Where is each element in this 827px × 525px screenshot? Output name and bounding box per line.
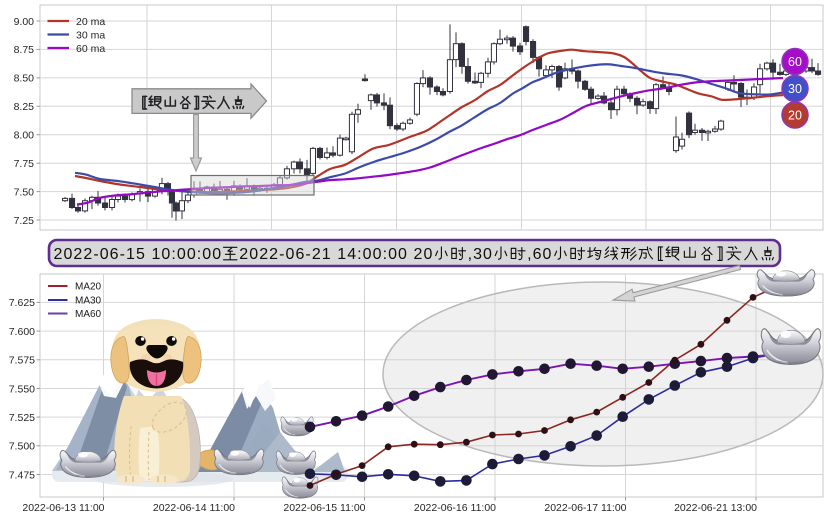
- svg-text:7.500: 7.500: [9, 441, 35, 453]
- svg-text:8.25: 8.25: [14, 101, 35, 113]
- svg-text:60 ma: 60 ma: [76, 43, 105, 55]
- svg-text:30 ma: 30 ma: [76, 29, 105, 41]
- svg-text:30: 30: [788, 82, 802, 96]
- svg-text:7.25: 7.25: [14, 215, 35, 227]
- svg-text:20: 20: [788, 109, 802, 123]
- svg-text:8.75: 8.75: [14, 44, 35, 56]
- svg-text:MA60: MA60: [75, 309, 102, 320]
- svg-text:,30: ,30: [468, 246, 493, 263]
- svg-text:7.50: 7.50: [14, 186, 35, 198]
- svg-text:7.475: 7.475: [9, 469, 35, 481]
- svg-text:,60: ,60: [527, 246, 552, 263]
- svg-text:7.550: 7.550: [9, 383, 35, 395]
- svg-text:60: 60: [788, 55, 802, 69]
- svg-text:MA30: MA30: [75, 296, 102, 307]
- svg-text:2022-06-15 10:00:00: 2022-06-15 10:00:00: [54, 246, 223, 263]
- svg-text:20 ma: 20 ma: [76, 16, 105, 28]
- svg-text:2022-06-21 14:00:00 20: 2022-06-21 14:00:00 20: [239, 246, 433, 263]
- svg-text:7.600: 7.600: [9, 326, 35, 338]
- svg-text:7.75: 7.75: [14, 158, 35, 170]
- svg-text:8.00: 8.00: [14, 130, 35, 142]
- svg-text:2022-06-15 11:00: 2022-06-15 11:00: [283, 502, 365, 514]
- svg-text:2022-06-14 11:00: 2022-06-14 11:00: [153, 502, 235, 514]
- svg-text:2022-06-13 11:00: 2022-06-13 11:00: [22, 502, 104, 514]
- svg-text:2022-06-16 11:00: 2022-06-16 11:00: [414, 502, 496, 514]
- svg-text:7.525: 7.525: [9, 412, 35, 424]
- svg-text:9.00: 9.00: [14, 16, 35, 28]
- svg-text:8.50: 8.50: [14, 73, 35, 85]
- svg-text:7.625: 7.625: [9, 297, 35, 309]
- svg-text:2022-06-21 13:00: 2022-06-21 13:00: [674, 502, 757, 514]
- svg-text:7.575: 7.575: [9, 355, 35, 367]
- svg-text:MA20: MA20: [75, 282, 102, 293]
- svg-text:2022-06-17 11:00: 2022-06-17 11:00: [544, 502, 626, 514]
